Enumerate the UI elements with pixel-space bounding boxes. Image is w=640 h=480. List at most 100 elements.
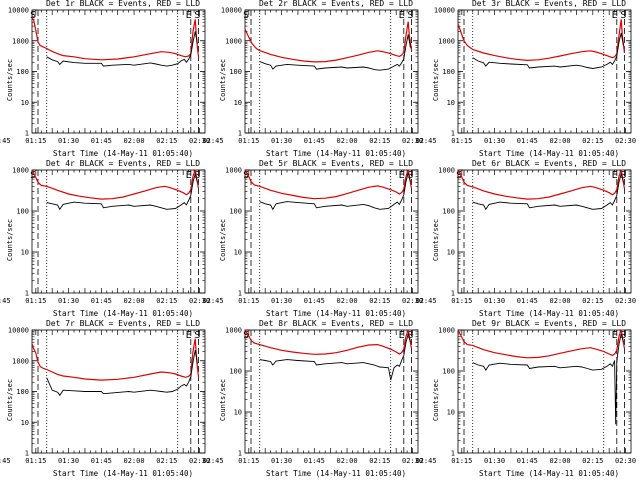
x-tick-label: 02:00 (550, 457, 571, 465)
y-tick-label: 1000 (225, 327, 242, 335)
y-tick-label: 1000 (438, 327, 455, 335)
plot-frame (457, 9, 632, 134)
x-tick-label: 02:00 (337, 457, 358, 465)
y-axis-label: Counts/sec (6, 218, 14, 262)
panel-title: Det 5r BLACK = Events, RED = LLD (258, 159, 414, 168)
x-tick-label: 02:15 (156, 457, 177, 465)
x-tick-label: 01:15 (25, 297, 46, 305)
series-line-events (472, 333, 624, 425)
y-tick-label: 1 (451, 130, 455, 138)
x-axis-label: Start Time (14-May-11 01:05:40) (266, 149, 406, 158)
event-marker-e: E (612, 330, 618, 341)
chart-svg: 1 10 100 1000 01:15 01:30 01:45 02:00 02:15 02:30… (0, 167, 210, 306)
panel-title: Det 1r BLACK = Events, RED = LLD (45, 0, 201, 8)
chart-svg: 1 10 100 1000 10000 01:15 01:30 01:45 02:00 02:15… (0, 327, 210, 466)
y-tick-label: 10 (234, 99, 242, 107)
x-axis-label: Start Time (14-May-11 01:05:40) (479, 469, 619, 478)
panel-det-7r: 1 10 100 1000 10000 01:15 01:30 01:45 02:00 02:15… (0, 319, 213, 480)
y-axis-label: Counts/sec (219, 58, 227, 102)
x-tick-label: 02:30 (402, 137, 423, 145)
series-line-events (259, 332, 411, 381)
x-tick-label: 01:45 (304, 297, 325, 305)
x-tick-label: 01:30 (271, 297, 292, 305)
x-tick-label: 01:15 (451, 137, 472, 145)
y-axis-label: Counts/sec (6, 378, 14, 422)
x-tick-label: 02:45 (415, 297, 436, 305)
series-line-lld (244, 329, 413, 355)
y-tick-label: 100 (442, 368, 455, 376)
event-marker-e: E (399, 10, 405, 21)
x-tick-label: 02:00 (124, 137, 145, 145)
x-tick-label: 02:45 (0, 137, 11, 145)
y-tick-label: 100 (16, 388, 29, 396)
x-tick-label: 01:45 (304, 457, 325, 465)
chart-svg: 1 10 100 1000 10000 01:15 01:30 01:45 02:00 02:15… (415, 7, 636, 146)
x-tick-label: 02:45 (202, 137, 223, 145)
y-tick-label: 10000 (8, 7, 29, 15)
x-tick-label: 02:15 (582, 297, 603, 305)
x-tick-label: 01:15 (238, 457, 259, 465)
y-tick-label: 10000 (8, 327, 29, 335)
y-tick-label: 1000 (225, 167, 242, 175)
y-tick-label: 1 (25, 130, 29, 138)
x-tick-label: 01:45 (517, 137, 538, 145)
event-marker-s: S (243, 170, 249, 181)
event-marker-e: E (186, 170, 192, 181)
y-tick-label: 10 (21, 419, 29, 427)
y-tick-label: 10 (234, 409, 242, 417)
panel-title: Det 8r BLACK = Events, RED = LLD (258, 319, 414, 328)
panel-title: Det 6r BLACK = Events, RED = LLD (471, 159, 627, 168)
series-line-events (46, 31, 198, 67)
series-line-events (259, 172, 411, 211)
panel-title: Det 9r BLACK = Events, RED = LLD (471, 319, 627, 328)
x-tick-label: 02:45 (202, 297, 223, 305)
x-tick-label: 01:30 (271, 137, 292, 145)
y-tick-label: 100 (229, 208, 242, 216)
y-tick-label: 100 (16, 68, 29, 76)
x-tick-label: 01:15 (238, 297, 259, 305)
x-tick-label: 02:45 (415, 457, 436, 465)
y-axis-label: Counts/sec (432, 58, 440, 102)
x-tick-label: 01:45 (91, 137, 112, 145)
x-axis-label: Start Time (14-May-11 01:05:40) (479, 149, 619, 158)
x-tick-label: 02:00 (550, 137, 571, 145)
x-tick-label: 01:30 (58, 297, 79, 305)
series-line-events (259, 34, 411, 71)
x-axis-label: Start Time (14-May-11 01:05:40) (53, 149, 193, 158)
y-tick-label: 10 (21, 99, 29, 107)
x-tick-label: 02:45 (0, 457, 11, 465)
plot-frame (31, 9, 206, 134)
panel-det-9r: 1 10 100 1000 01:15 01:30 01:45 02:00 02:15 02:30… (415, 319, 639, 480)
x-tick-label: 02:15 (369, 137, 390, 145)
event-marker-s: S (407, 170, 413, 181)
chart-svg: 1 10 100 1000 01:15 01:30 01:45 02:00 02:15 02:30… (415, 167, 636, 306)
y-tick-label: 1 (238, 450, 242, 458)
x-tick-label: 02:15 (582, 137, 603, 145)
x-tick-label: 01:15 (451, 297, 472, 305)
panel-det-1r: 1 10 100 1000 10000 01:15 01:30 01:45 02:00 02:15… (0, 0, 213, 160)
x-tick-label: 02:45 (0, 297, 11, 305)
series-line-events (472, 32, 624, 69)
event-marker-s: S (30, 170, 36, 181)
y-tick-label: 1000 (225, 37, 242, 45)
event-marker-s: S (407, 10, 413, 21)
event-marker-s: S (243, 10, 249, 21)
y-tick-label: 100 (16, 208, 29, 216)
event-marker-e: E (612, 170, 618, 181)
y-tick-label: 1000 (438, 167, 455, 175)
event-marker-e: E (399, 330, 405, 341)
x-tick-label: 02:15 (369, 297, 390, 305)
x-tick-label: 01:30 (58, 137, 79, 145)
plot-frame (244, 329, 419, 454)
panel-det-8r: 1 10 100 1000 01:15 01:30 01:45 02:00 02:15 02:30… (202, 319, 426, 480)
panel-title: Det 7r BLACK = Events, RED = LLD (45, 319, 201, 328)
x-axis-label: Start Time (14-May-11 01:05:40) (266, 469, 406, 478)
series-line-lld (457, 169, 626, 200)
y-axis-label: Counts/sec (219, 218, 227, 262)
y-tick-label: 100 (442, 208, 455, 216)
event-marker-s: S (456, 170, 462, 181)
x-tick-label: 01:15 (238, 137, 259, 145)
x-tick-label: 02:30 (189, 137, 210, 145)
x-tick-label: 02:30 (402, 457, 423, 465)
